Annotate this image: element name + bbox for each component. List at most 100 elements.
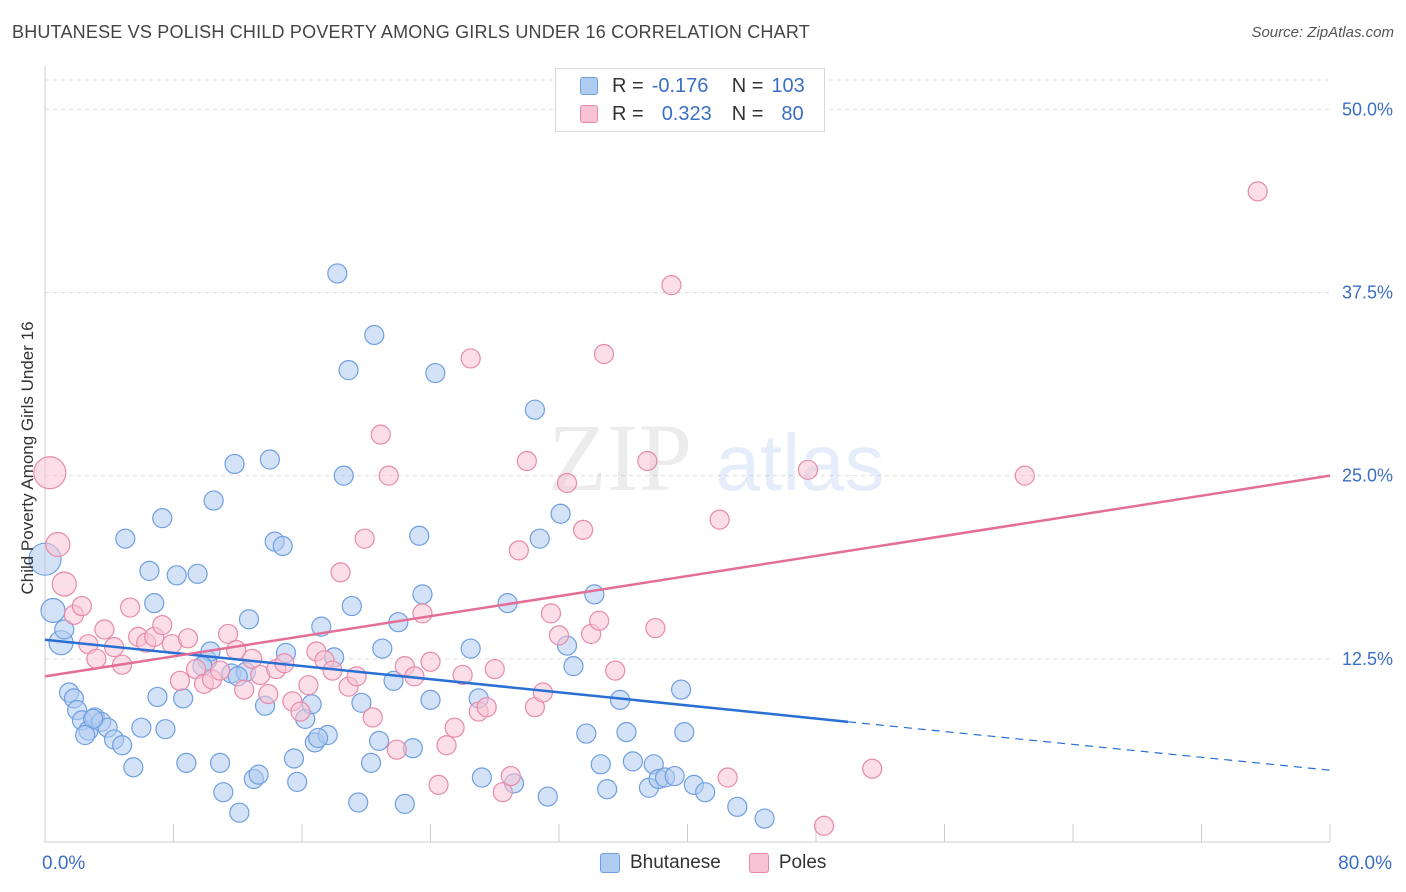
bhutanese-point (327, 263, 348, 284)
y-axis-label: Child Poverty Among Girls Under 16 (18, 321, 37, 595)
poles-point (516, 450, 537, 472)
bhutanese-point (584, 584, 605, 605)
poles-point (452, 664, 473, 686)
bhutanese-point (550, 503, 571, 524)
bhutanese-point (529, 528, 550, 549)
trend-line-bhutanese-extension (848, 721, 1331, 771)
bhutanese-point (259, 449, 280, 470)
bhutanese-point (40, 597, 66, 624)
bhutanese-point (307, 727, 329, 749)
poles-point (71, 595, 93, 617)
poles-point (436, 735, 457, 756)
poles-point (169, 670, 191, 691)
poles-point (1247, 181, 1268, 202)
poles-point (589, 610, 610, 631)
poles-point (420, 651, 441, 672)
poles-point (797, 459, 819, 480)
bhutanese-point (152, 508, 173, 529)
bhutanese-point (54, 619, 75, 640)
bhutanese-point (83, 708, 104, 730)
bhutanese-point (229, 802, 250, 823)
poles-point (476, 697, 497, 718)
series-poles (33, 181, 1268, 836)
trend-lines (44, 474, 1331, 771)
y-tick-label: 37.5% (1342, 282, 1393, 302)
poles-point (378, 465, 399, 486)
bhutanese-point (123, 757, 144, 778)
bhutanese-point (272, 535, 293, 557)
bhutanese-point (727, 796, 748, 817)
bhutanese-point (622, 751, 643, 772)
poles-point (412, 603, 433, 624)
poles-point (862, 758, 883, 779)
bhutanese-point (115, 528, 136, 549)
poles-point (354, 528, 375, 549)
watermark-atlas: atlas (716, 418, 885, 507)
bhutanese-point (111, 735, 133, 756)
bhutanese-point (338, 360, 359, 381)
poles-point (94, 619, 115, 640)
trend-line-bhutanese (44, 638, 849, 724)
poles-point (234, 679, 255, 700)
x-axis-max-label: 80.0% (1338, 853, 1392, 874)
poles-point (637, 450, 658, 472)
legend-r-label: R = (612, 102, 644, 125)
bhutanese-point (173, 688, 194, 709)
bhutanese-point (597, 779, 618, 800)
legend-swatch-bhutanese (580, 77, 598, 95)
poles-point (709, 509, 730, 530)
bhutanese-point (75, 724, 96, 746)
bhutanese-point (590, 754, 611, 775)
legend-swatch-bhutanese (600, 853, 620, 873)
bhutanese-point (394, 793, 415, 815)
source-label: Source: ZipAtlas.com (1251, 24, 1394, 41)
watermark: ZIP atlas (548, 404, 884, 511)
poles-point (556, 472, 578, 494)
series-legend: Bhutanese Poles (600, 852, 854, 874)
legend-row-bhutanese: R = -0.176 N = 103 (580, 73, 805, 99)
y-tick-label: 12.5% (1342, 649, 1393, 669)
bhutanese-point (283, 748, 305, 769)
bhutanese-point (664, 765, 685, 787)
bhutanese-point (412, 584, 433, 605)
poles-point (540, 603, 562, 624)
legend-item-bhutanese: Bhutanese (600, 852, 721, 874)
y-tick-labels: 12.5% 25.0% 37.5% 50.0% (1342, 99, 1393, 669)
watermark-zip: ZIP (548, 404, 692, 511)
x-axis-min-label: 0.0% (42, 853, 86, 874)
bhutanese-point (369, 730, 390, 751)
poles-point (298, 675, 319, 696)
legend-swatch-poles (580, 105, 598, 123)
poles-point (258, 683, 279, 705)
poles-point (33, 456, 67, 490)
poles-point (661, 275, 682, 296)
bhutanese-point (674, 721, 695, 743)
bhutanese-point (131, 717, 152, 738)
poles-point (218, 623, 239, 645)
poles-point (717, 767, 738, 788)
poles-point (330, 562, 351, 583)
legend-n-value: 103 (771, 74, 805, 97)
poles-point (484, 658, 505, 680)
poles-point (548, 625, 570, 646)
poles-point (572, 519, 594, 540)
bhutanese-point (425, 362, 446, 384)
bhutanese-point (670, 679, 692, 700)
legend-swatch-poles (748, 853, 769, 873)
bhutanese-point (360, 752, 382, 773)
bhutanese-point (333, 465, 354, 486)
series-bhutanese (28, 263, 775, 829)
bhutanese-point (341, 595, 362, 617)
bhutanese-point (248, 764, 269, 785)
bhutanese-point (460, 638, 481, 659)
poles-point (460, 348, 481, 369)
bhutanese-point (576, 723, 597, 744)
poles-point (645, 617, 666, 639)
poles-point (428, 774, 449, 795)
correlation-legend: R = -0.176 N = 103 R = 0.323 N = 80 (555, 68, 825, 132)
bhutanese-point (372, 638, 393, 659)
bhutanese-point (537, 786, 558, 807)
poles-point (813, 815, 835, 836)
poles-point (500, 765, 521, 787)
